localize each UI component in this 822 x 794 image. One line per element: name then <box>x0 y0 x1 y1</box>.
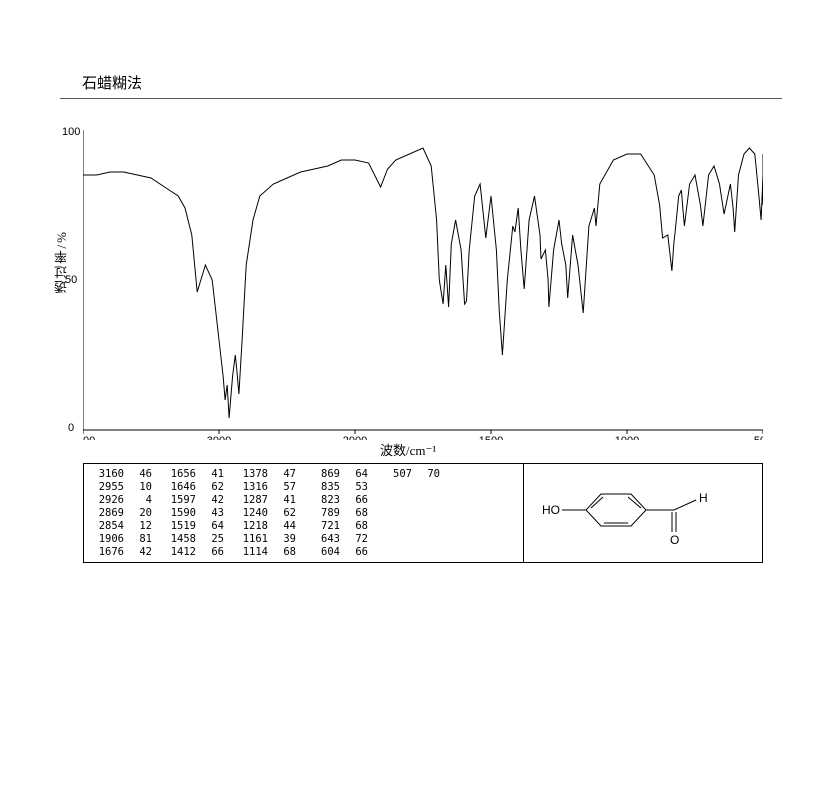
xtick-label: 1000 <box>615 435 639 440</box>
method-title: 石蜡糊法 <box>82 72 142 93</box>
carbonyl-o: O <box>670 533 679 547</box>
peak-wavenumber-col: 869 835 823 789 721 643 604 <box>306 468 340 558</box>
xtick-label: 3000 <box>207 435 231 440</box>
x-axis-label: 波数/cm⁻¹ <box>380 440 436 459</box>
chart-svg: 4000 3000 2000 1500 1000 500 <box>83 130 763 440</box>
peak-wavenumber-col: 1656 1646 1597 1590 1519 1458 1412 <box>162 468 196 558</box>
peak-col-group: 50770 <box>378 468 440 558</box>
peak-table: 3160 2955 2926 2869 2854 1906 1676 46 10 … <box>84 464 524 562</box>
peak-trans-col: 47 57 41 62 44 39 68 <box>274 468 296 558</box>
title-divider <box>60 98 782 99</box>
peak-trans-col: 70 <box>418 468 440 558</box>
aldehyde-h: H <box>699 491 708 505</box>
xtick-label: 1500 <box>479 435 503 440</box>
benzene-ring <box>586 494 646 526</box>
peak-trans-col: 46 10 4 20 12 81 42 <box>130 468 152 558</box>
peak-col-group: 3160 2955 2926 2869 2854 1906 1676 46 10 … <box>90 468 152 558</box>
peak-wavenumber-col: 507 <box>378 468 412 558</box>
molecule-svg: HO H O <box>524 464 762 562</box>
spectrum-line <box>83 148 763 418</box>
peak-col-group: 1656 1646 1597 1590 1519 1458 1412 41 62 … <box>162 468 224 558</box>
ytick-50: 50 <box>65 274 77 286</box>
peak-trans-col: 41 62 42 43 64 25 66 <box>202 468 224 558</box>
xtick-label: 2000 <box>343 435 367 440</box>
peak-col-group: 869 835 823 789 721 643 604 64 53 66 68 6… <box>306 468 368 558</box>
page-container: 石蜡糊法 透过率/% 40003000200015001000500 波数/cm… <box>0 0 822 794</box>
structure-cell: HO H O <box>524 464 762 562</box>
bond-c-h <box>674 500 696 510</box>
xtick-label: 4000 <box>83 435 95 440</box>
ir-spectrum-chart: 40003000200015001000500 <box>83 130 763 430</box>
data-table-container: 3160 2955 2926 2869 2854 1906 1676 46 10 … <box>83 463 763 563</box>
xtick-label: 500 <box>754 435 763 440</box>
peak-col-group: 1378 1316 1287 1240 1218 1161 1114 47 57 … <box>234 468 296 558</box>
peak-wavenumber-col: 1378 1316 1287 1240 1218 1161 1114 <box>234 468 268 558</box>
hydroxyl-label: HO <box>542 503 560 517</box>
ytick-100: 100 <box>62 126 80 138</box>
peak-wavenumber-col: 3160 2955 2926 2869 2854 1906 1676 <box>90 468 124 558</box>
ytick-0: 0 <box>68 422 74 434</box>
peak-trans-col: 64 53 66 68 68 72 66 <box>346 468 368 558</box>
